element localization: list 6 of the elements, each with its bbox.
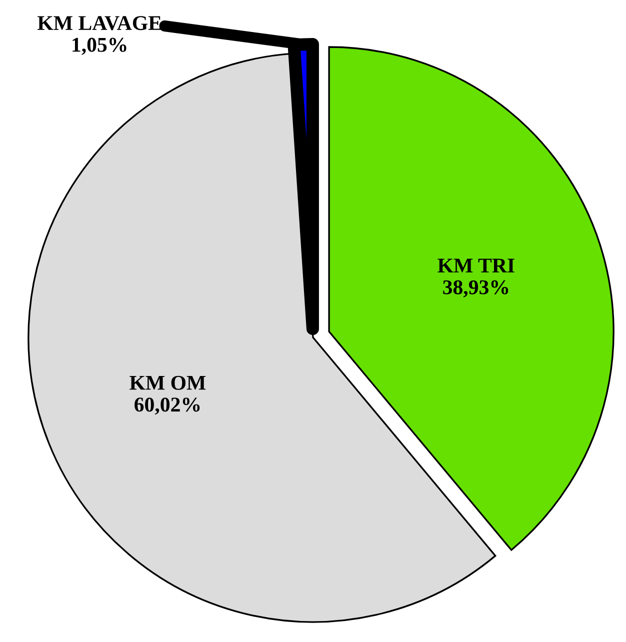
data-label: 1,05% [72, 38, 126, 55]
slice-label: KM LAVAGE [38, 16, 161, 30]
data-label: 60,02% [134, 398, 200, 415]
slice-label: KM OM [130, 376, 206, 390]
slice-label: KM TRI [438, 258, 514, 272]
data-label: 38,93% [443, 280, 508, 298]
